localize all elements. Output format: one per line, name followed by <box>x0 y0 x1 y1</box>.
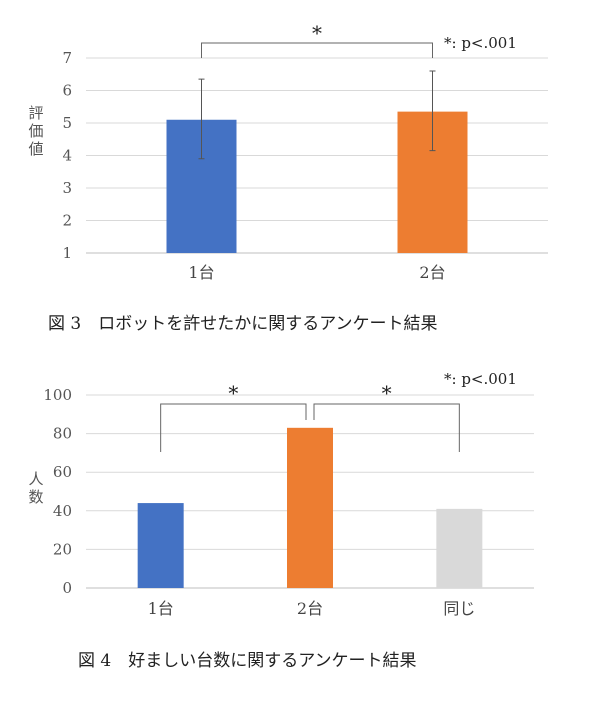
chart1-ytick-2: 2 <box>62 212 72 230</box>
chart1-ytick-4: 4 <box>62 147 72 165</box>
chart1-ytick-1: 1 <box>62 244 72 262</box>
chart1-ytick-5: 5 <box>62 114 72 132</box>
chart2-bar-2 <box>287 427 333 588</box>
chart2-category-label-2: 2台 <box>297 599 323 618</box>
chart2-ytick-40: 40 <box>53 502 72 520</box>
chart1-ylabel-char: 評 <box>28 104 43 122</box>
chart1-significance-note: *: p<.001 <box>444 34 517 52</box>
chart2-ytick-80: 80 <box>53 425 72 443</box>
chart2-ytick-100: 100 <box>43 386 72 404</box>
chart2-bar-1 <box>137 503 184 588</box>
chart1-caption: 図 3 ロボットを許せたかに関するアンケート結果 <box>48 314 438 334</box>
chart2-bar-3 <box>436 508 483 588</box>
chart1-category-label-1: 1台 <box>188 263 214 282</box>
chart2-significance-star-1: * <box>228 381 238 405</box>
chart2-category-label-1: 1台 <box>148 599 174 618</box>
chart1-significance-star-1: * <box>312 21 322 45</box>
chart2-significance-bracket-1 <box>160 403 307 452</box>
chart2-ytick-60: 60 <box>53 463 72 481</box>
chart1-ytick-6: 6 <box>62 82 72 100</box>
chart1-significance-bracket-1 <box>201 42 433 58</box>
chart2-ytick-0: 0 <box>62 579 72 597</box>
chart2-category-label-3: 同じ <box>443 599 475 618</box>
chart1-ylabel-char: 価 <box>28 122 43 140</box>
chart2-significance-note: *: p<.001 <box>444 370 517 388</box>
chart2-ylabel-char: 人 <box>28 470 43 488</box>
chart1-category-label-2: 2台 <box>419 263 445 282</box>
chart2-significance-bracket-2 <box>313 403 460 452</box>
chart2-ytick-20: 20 <box>53 540 72 558</box>
chart2-significance-star-2: * <box>382 381 392 405</box>
chart2-ylabel-char: 数 <box>28 488 43 506</box>
chart2-caption: 図 4 好ましい台数に関するアンケート結果 <box>78 651 417 671</box>
chart1-ylabel-char: 値 <box>28 140 43 158</box>
chart1-ytick-7: 7 <box>62 49 72 67</box>
chart1-ytick-3: 3 <box>62 179 72 197</box>
